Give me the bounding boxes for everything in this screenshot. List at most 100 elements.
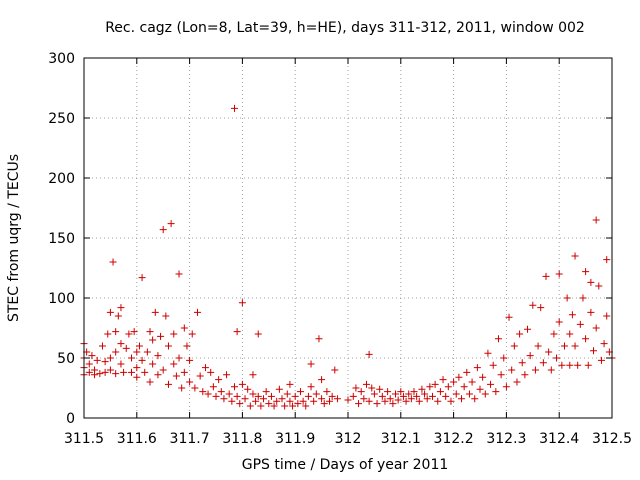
data-point — [249, 390, 257, 398]
data-point — [568, 311, 576, 319]
x-axis-label: GPS time / Days of year 2011 — [242, 457, 449, 473]
data-point — [135, 342, 143, 350]
data-point — [85, 368, 93, 376]
data-point — [294, 400, 302, 408]
data-point — [220, 395, 228, 403]
data-point — [365, 397, 373, 405]
data-point — [117, 304, 125, 312]
data-point — [590, 347, 598, 355]
data-point — [315, 335, 323, 343]
data-point — [563, 294, 571, 302]
data-point — [241, 395, 249, 403]
data-point — [463, 368, 471, 376]
data-point — [122, 344, 130, 352]
data-point — [399, 392, 407, 400]
data-point — [318, 395, 326, 403]
data-point — [96, 370, 104, 378]
y-tick-labels: 0 50 100 150 200 250 300 — [48, 51, 75, 427]
data-point — [286, 380, 294, 388]
data-point — [471, 395, 479, 403]
data-point — [106, 354, 114, 362]
data-point — [468, 378, 476, 386]
data-point — [238, 299, 246, 307]
data-point — [444, 383, 452, 391]
data-point — [112, 348, 120, 356]
data-point — [254, 330, 262, 338]
data-point — [130, 328, 138, 336]
data-point — [566, 361, 574, 369]
data-point — [360, 395, 368, 403]
y-tick-label: 150 — [48, 231, 75, 247]
data-point — [600, 340, 608, 348]
data-point — [542, 272, 550, 280]
data-point — [225, 390, 233, 398]
data-point — [539, 359, 547, 367]
data-point — [265, 400, 273, 408]
data-point — [106, 366, 114, 374]
data-point — [164, 380, 172, 388]
data-point — [223, 371, 231, 379]
data-point — [323, 388, 331, 396]
data-point — [582, 268, 590, 276]
data-point — [595, 282, 603, 290]
y-tick-label: 300 — [48, 51, 75, 67]
data-point — [191, 384, 199, 392]
data-point — [547, 366, 555, 374]
data-point — [331, 366, 339, 374]
x-tick-label: 311.5 — [64, 431, 104, 447]
x-tick-label: 312.3 — [486, 431, 526, 447]
data-point — [492, 388, 500, 396]
data-point — [386, 395, 394, 403]
data-point — [479, 373, 487, 381]
data-point — [233, 392, 241, 400]
data-point — [244, 385, 252, 393]
data-point — [170, 330, 178, 338]
x-tick-labels: 311.5 311.6 311.7 311.8 311.9 312 312.1 312.2 31… — [64, 431, 632, 447]
data-point — [170, 360, 178, 368]
data-point — [376, 385, 384, 393]
data-point — [215, 376, 223, 384]
data-point — [405, 390, 413, 398]
data-point — [133, 348, 141, 356]
data-point — [159, 226, 167, 234]
data-point — [365, 350, 373, 358]
data-point — [368, 384, 376, 392]
data-point — [175, 354, 183, 362]
data-point — [310, 397, 318, 405]
data-point — [318, 376, 326, 384]
data-point — [236, 400, 244, 408]
data-point — [587, 278, 595, 286]
data-point — [157, 332, 165, 340]
data-point — [141, 368, 149, 376]
data-point — [172, 372, 180, 380]
data-point — [307, 360, 315, 368]
data-point — [217, 388, 225, 396]
data-point — [133, 373, 141, 381]
data-point — [164, 342, 172, 350]
data-point — [510, 342, 518, 350]
data-point — [270, 402, 278, 410]
data-point — [209, 383, 217, 391]
data-point — [275, 385, 283, 393]
data-point — [352, 384, 360, 392]
data-point — [460, 383, 468, 391]
data-point — [357, 388, 365, 396]
data-point — [183, 342, 191, 350]
data-point — [199, 388, 207, 396]
data-point — [407, 395, 415, 403]
data-point — [281, 402, 289, 410]
data-point — [584, 361, 592, 369]
data-point — [260, 395, 268, 403]
data-point — [128, 368, 136, 376]
data-point — [91, 371, 99, 379]
data-point — [442, 392, 450, 400]
data-point — [109, 258, 117, 266]
data-point — [394, 396, 402, 404]
data-point — [484, 349, 492, 357]
data-point — [458, 395, 466, 403]
data-point — [252, 397, 260, 405]
data-point — [159, 366, 167, 374]
data-point — [188, 330, 196, 338]
x-tick-label: 311.8 — [222, 431, 262, 447]
